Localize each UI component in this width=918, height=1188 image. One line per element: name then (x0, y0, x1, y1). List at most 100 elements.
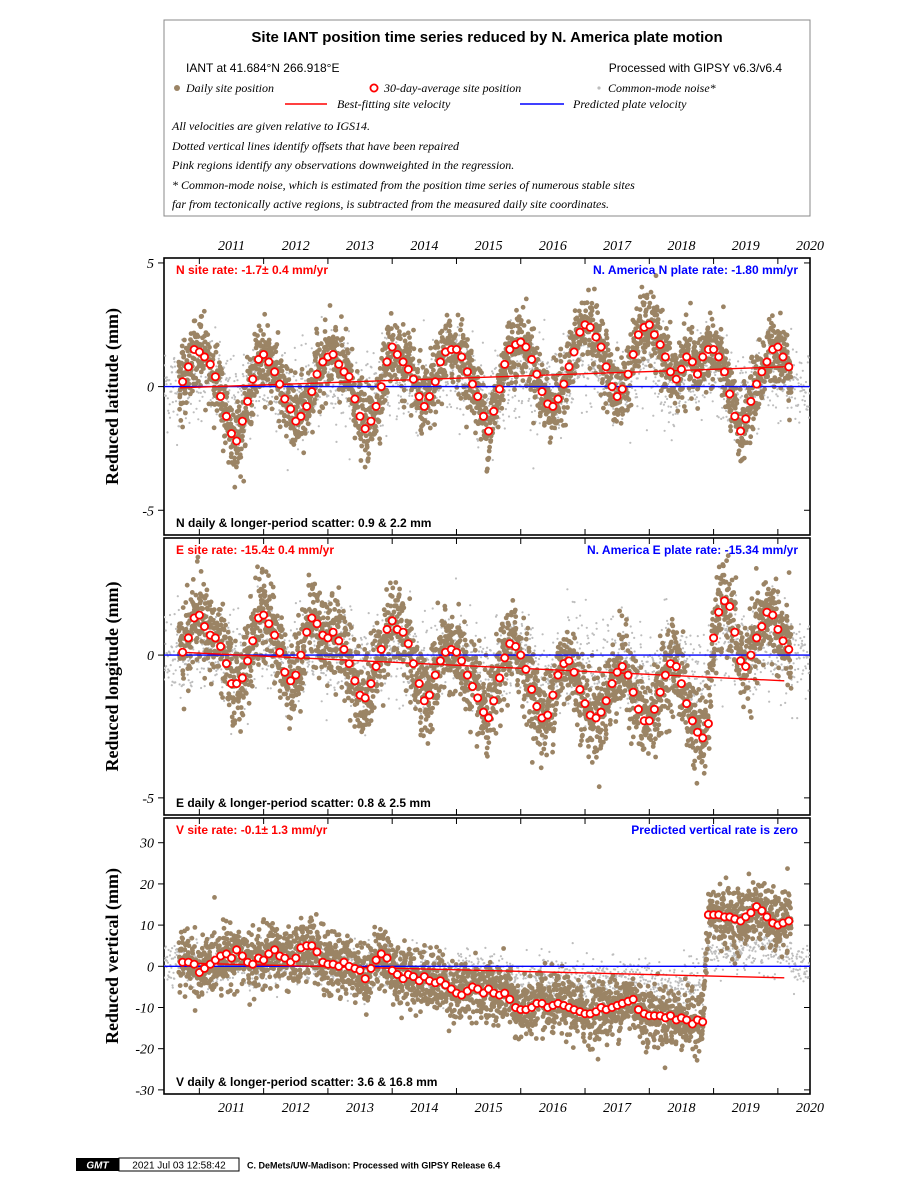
daily-point (282, 412, 287, 418)
common-mode-point (195, 407, 198, 410)
common-mode-point (232, 394, 236, 397)
common-mode-point (263, 394, 266, 397)
common-mode-point (172, 410, 175, 413)
daily-point (732, 405, 738, 411)
daily-point (747, 411, 753, 417)
common-mode-point (406, 389, 409, 392)
common-mode-point (642, 367, 645, 370)
daily-point (618, 420, 624, 426)
common-mode-point (596, 391, 599, 394)
monthly-average-point (237, 416, 247, 426)
daily-point (753, 411, 758, 417)
common-mode-point (528, 367, 531, 370)
daily-point (224, 390, 230, 396)
common-mode-point (572, 359, 575, 362)
daily-point (603, 401, 609, 406)
common-mode-point (557, 416, 560, 419)
daily-point (378, 374, 384, 380)
daily-point (501, 397, 506, 403)
common-mode-point (794, 376, 797, 379)
daily-point (411, 327, 416, 333)
common-mode-point (720, 417, 723, 420)
common-mode-point (538, 331, 541, 334)
daily-point (508, 370, 514, 375)
common-mode-point (285, 371, 288, 374)
common-mode-point (568, 394, 571, 397)
common-mode-point (777, 422, 780, 425)
common-mode-point (597, 379, 600, 382)
common-mode-point (503, 427, 506, 430)
common-mode-point (197, 391, 200, 394)
daily-point (572, 321, 578, 327)
daily-point (575, 357, 581, 363)
daily-point (583, 308, 589, 314)
common-mode-point (319, 414, 322, 417)
daily-point (678, 353, 683, 359)
daily-point (705, 325, 711, 331)
common-mode-point (445, 394, 448, 397)
legend-average-marker (369, 83, 379, 93)
common-mode-point (705, 320, 708, 324)
daily-point (380, 406, 385, 412)
daily-point (779, 371, 785, 377)
daily-point (315, 351, 320, 356)
daily-point (443, 373, 449, 378)
daily-point (363, 433, 369, 439)
daily-point (732, 378, 737, 384)
common-mode-point (737, 360, 740, 363)
daily-point (524, 383, 529, 389)
daily-point (600, 377, 605, 382)
daily-point (468, 348, 474, 354)
daily-point (444, 312, 450, 318)
processing-note: Processed with GIPSY v6.3/v6.4 (609, 61, 783, 75)
common-mode-point (631, 386, 634, 390)
daily-point (299, 372, 304, 377)
daily-point (337, 399, 342, 405)
common-mode-point (682, 383, 686, 386)
common-mode-point (200, 375, 203, 378)
common-mode-point (251, 399, 254, 402)
monthly-average-points (178, 320, 794, 446)
daily-point (657, 325, 663, 331)
common-mode-point (786, 406, 789, 409)
common-mode-point (492, 372, 495, 375)
daily-point (376, 418, 382, 424)
common-mode-point (171, 366, 174, 369)
daily-point (499, 393, 505, 398)
common-mode-point (756, 432, 759, 435)
monthly-average-point (280, 394, 290, 404)
common-mode-point (217, 357, 220, 360)
monthly-average-point (243, 396, 253, 406)
daily-point (485, 466, 490, 472)
common-mode-point (227, 378, 230, 381)
common-mode-point (251, 361, 254, 364)
daily-point (495, 424, 501, 430)
daily-point (637, 294, 643, 300)
common-mode-point (658, 379, 661, 382)
daily-point (433, 409, 439, 415)
common-mode-point (714, 373, 717, 377)
common-mode-point (802, 384, 805, 387)
common-mode-point (211, 339, 214, 343)
daily-point (460, 335, 466, 341)
common-mode-point (653, 367, 656, 370)
daily-point (620, 411, 625, 417)
common-mode-point (235, 423, 238, 426)
daily-point (558, 346, 564, 352)
daily-point (476, 382, 482, 387)
common-mode-point (235, 375, 238, 378)
monthly-average-point (286, 404, 296, 414)
daily-point (643, 313, 648, 318)
common-mode-point (298, 390, 301, 393)
daily-point (471, 410, 477, 416)
top-year-label: 2011 (218, 239, 245, 254)
common-mode-point (366, 350, 369, 353)
daily-point (766, 316, 772, 322)
daily-point (770, 313, 775, 319)
daily-point (582, 340, 588, 346)
common-mode-point (258, 399, 261, 403)
common-mode-point (228, 389, 231, 392)
common-mode-point (722, 398, 726, 401)
common-mode-point (416, 434, 419, 437)
